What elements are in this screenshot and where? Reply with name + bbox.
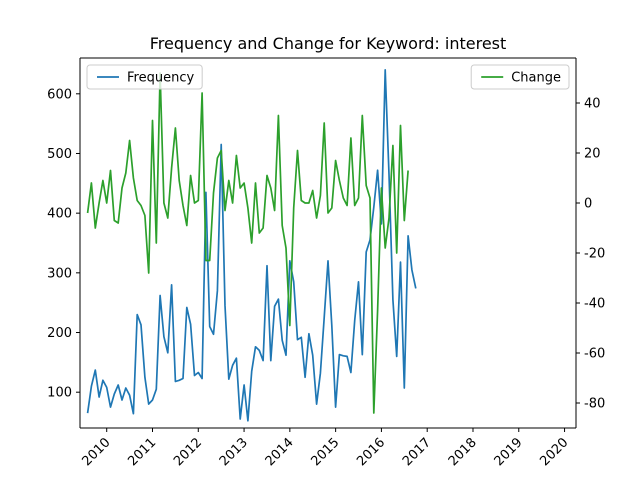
x-tick-label: 2011 xyxy=(125,435,159,469)
right-tick-label: -20 xyxy=(584,247,605,262)
right-y-axis: -80 -60 -40 -20 0 20 40 xyxy=(576,97,605,412)
legend-frequency: Frequency xyxy=(86,64,203,90)
right-tick-label: -60 xyxy=(584,347,605,362)
right-tick-label: 40 xyxy=(584,97,601,112)
left-tick-label: 200 xyxy=(47,326,72,341)
x-tick-label: 2013 xyxy=(217,435,251,469)
series-line-change xyxy=(86,72,409,414)
left-tick-label: 600 xyxy=(47,87,72,102)
right-tick-label: 0 xyxy=(584,197,592,212)
left-tick-label: 100 xyxy=(47,386,72,401)
legend-box xyxy=(86,64,203,90)
series-line-frequency xyxy=(86,69,417,422)
legend-label: Change xyxy=(511,71,561,86)
chart-title: Frequency and Change for Keyword: intere… xyxy=(150,34,507,53)
right-tick-label: 20 xyxy=(584,147,601,162)
x-tick-label: 2017 xyxy=(400,435,434,469)
x-tick-label: 2020 xyxy=(537,435,571,469)
x-tick-label: 2018 xyxy=(446,435,480,469)
plot-area xyxy=(80,58,576,428)
left-tick-label: 500 xyxy=(47,147,72,162)
left-y-axis: 100 200 300 400 500 600 xyxy=(47,87,80,401)
x-tick-label: 2010 xyxy=(80,435,114,469)
x-tick-label: 2016 xyxy=(354,435,388,469)
x-tick-label: 2014 xyxy=(263,435,297,469)
legend-box xyxy=(470,64,570,90)
left-tick-label: 400 xyxy=(47,207,72,222)
x-tick-label: 2012 xyxy=(171,435,205,469)
right-tick-label: -40 xyxy=(584,297,605,312)
x-tick-label: 2015 xyxy=(308,435,342,469)
legend-change: Change xyxy=(470,64,570,90)
right-tick-label: -80 xyxy=(584,397,605,412)
plot-frame xyxy=(79,57,577,429)
x-axis: 2010 2011 2012 2013 2014 2015 2016 2017 2018 2019… xyxy=(80,428,571,469)
left-tick-label: 300 xyxy=(47,266,72,281)
series-layer xyxy=(86,69,417,422)
legend-label: Frequency xyxy=(127,71,194,86)
x-tick-label: 2019 xyxy=(492,435,526,469)
